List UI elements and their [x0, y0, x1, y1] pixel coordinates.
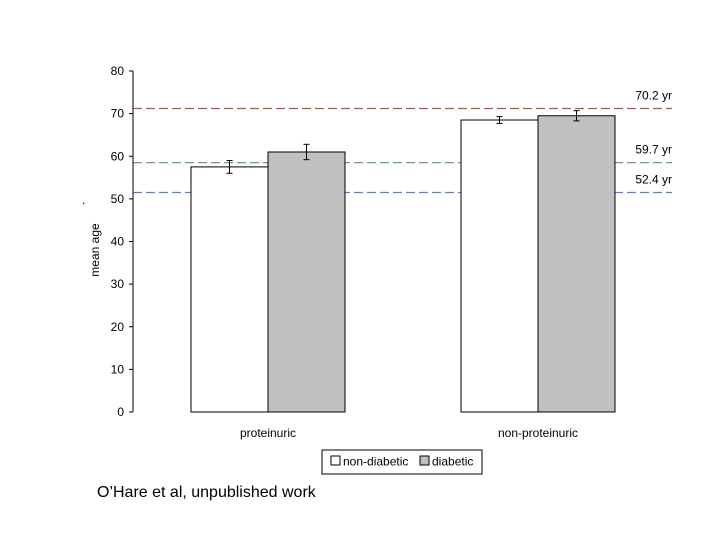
y-tick-label: 20: [111, 320, 125, 334]
legend-swatch: [419, 455, 430, 466]
x-category-label: non-proteinuric: [498, 426, 578, 440]
legend-swatch: [330, 455, 341, 466]
reference-line-label: 59.7 yr: [635, 143, 672, 157]
bar-non-diabetic: [190, 166, 269, 413]
y-tick-label: 40: [111, 235, 125, 249]
legend-box: [321, 449, 483, 475]
x-category-labels: proteinuric non-proteinuric: [240, 426, 578, 440]
reference-line-label: 70.2 yr: [635, 89, 672, 103]
bar-diabetic: [267, 151, 346, 413]
legend-label: diabetic: [432, 455, 473, 469]
bar-diabetic: [537, 115, 616, 413]
bar-non-diabetic: [460, 119, 539, 413]
reference-line-label: 52.4 yr: [635, 172, 672, 186]
reference-line-labels: 70.2 yr 59.7 yr 52.4 yr: [635, 89, 672, 187]
y-tick-label: 60: [111, 149, 125, 163]
y-axis: [129, 70, 134, 413]
y-tick-label: 80: [111, 64, 125, 78]
source-citation: O’Hare et al, unpublished work: [97, 484, 316, 501]
bars: [190, 115, 616, 413]
y-tick-label: 0: [117, 405, 124, 419]
y-axis-label: mean age: [88, 223, 102, 277]
y-tick-label: 10: [111, 362, 125, 376]
legend-label: non-diabetic: [343, 455, 408, 469]
y-tick-label: 30: [111, 277, 125, 291]
legend: non-diabetic diabetic: [321, 449, 483, 475]
x-category-label: proteinuric: [240, 426, 296, 440]
y-tick-label: 50: [111, 192, 125, 206]
y-tick-label: 70: [111, 107, 125, 121]
y-axis-stray-mark: .: [82, 193, 85, 207]
error-bars: [226, 110, 580, 174]
y-tick-labels: 0 10 20 30 40 50 60 70 80: [111, 64, 125, 419]
